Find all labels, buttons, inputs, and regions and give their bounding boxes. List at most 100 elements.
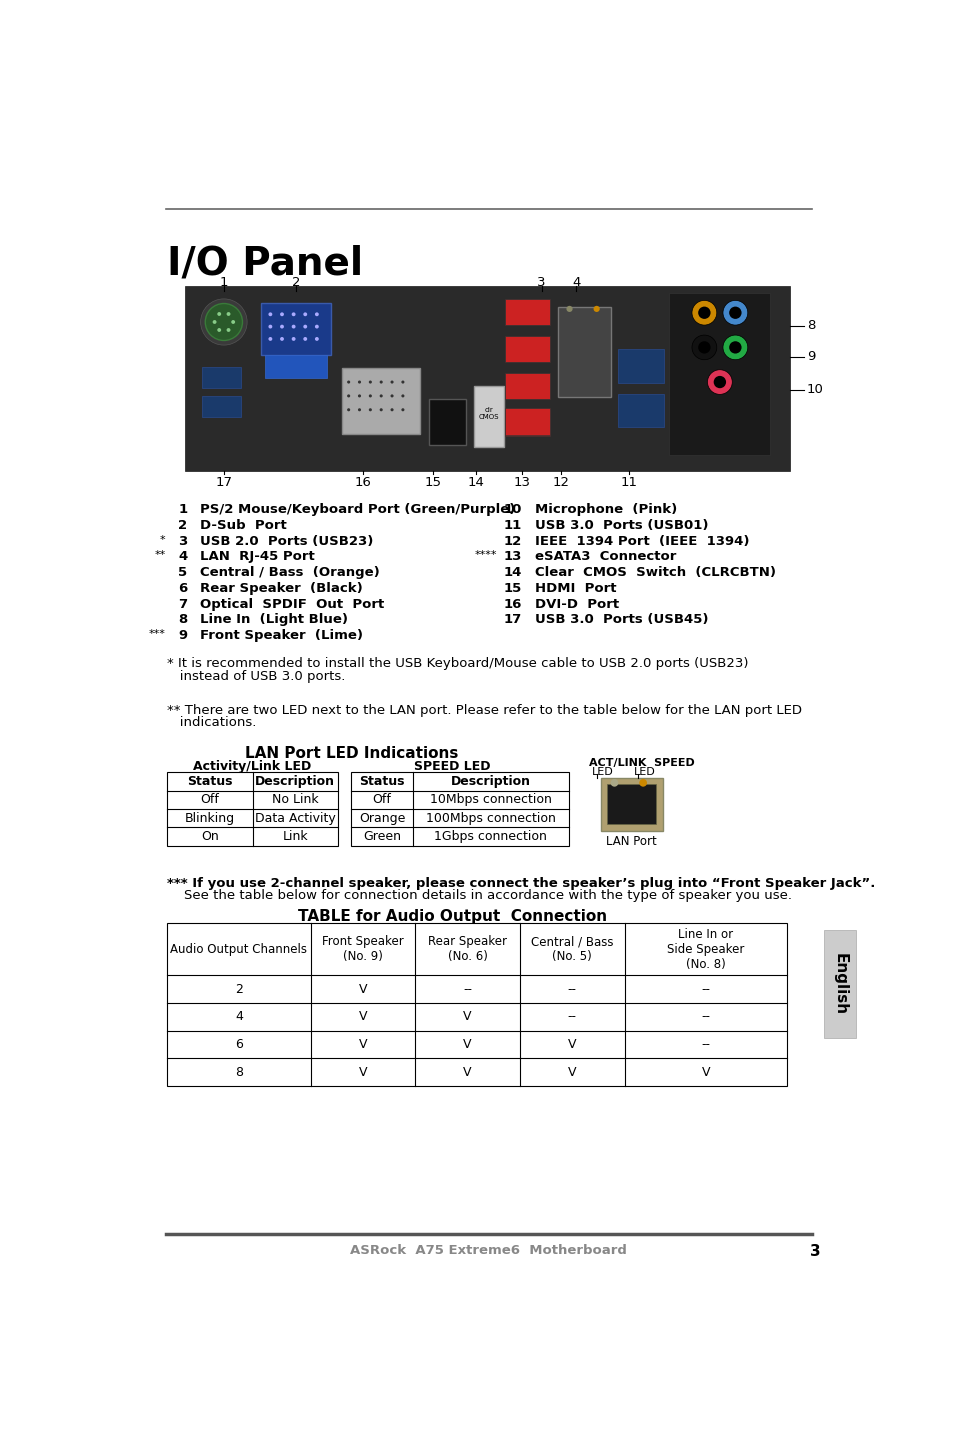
Circle shape bbox=[610, 779, 618, 786]
Circle shape bbox=[292, 312, 295, 316]
Bar bbox=[265, 355, 327, 378]
Text: 11: 11 bbox=[503, 518, 521, 531]
Circle shape bbox=[390, 381, 394, 384]
Text: --: -- bbox=[567, 1011, 577, 1024]
Text: Blinking: Blinking bbox=[185, 812, 234, 825]
Circle shape bbox=[379, 408, 382, 411]
Text: 12: 12 bbox=[552, 475, 569, 488]
Text: On: On bbox=[201, 831, 218, 843]
Bar bbox=[558, 306, 610, 398]
Text: ****: **** bbox=[475, 550, 497, 560]
Text: Off: Off bbox=[200, 793, 219, 806]
Text: Microphone  (Pink): Microphone (Pink) bbox=[534, 503, 677, 516]
Circle shape bbox=[314, 337, 318, 341]
Text: --: -- bbox=[700, 1038, 710, 1051]
Text: 14: 14 bbox=[467, 475, 484, 488]
Circle shape bbox=[205, 304, 242, 341]
Bar bbox=[505, 408, 550, 435]
Bar bbox=[185, 286, 789, 471]
Text: indications.: indications. bbox=[167, 716, 256, 729]
Text: 11: 11 bbox=[620, 475, 637, 488]
Text: --: -- bbox=[462, 982, 472, 995]
Text: 3: 3 bbox=[178, 534, 187, 547]
Text: 16: 16 bbox=[503, 597, 521, 610]
Circle shape bbox=[268, 325, 272, 328]
Text: ** There are two LED next to the LAN port. Please refer to the table below for t: ** There are two LED next to the LAN por… bbox=[167, 703, 801, 716]
Circle shape bbox=[357, 381, 360, 384]
Text: 6: 6 bbox=[234, 1038, 243, 1051]
Text: SPEED LED: SPEED LED bbox=[414, 760, 490, 773]
Circle shape bbox=[280, 337, 284, 341]
Text: 9: 9 bbox=[178, 629, 187, 642]
Bar bbox=[505, 372, 550, 400]
Text: Rear Speaker
(No. 6): Rear Speaker (No. 6) bbox=[428, 935, 507, 964]
Text: V: V bbox=[567, 1065, 576, 1078]
Circle shape bbox=[231, 321, 234, 324]
Text: V: V bbox=[358, 1065, 367, 1078]
Text: --: -- bbox=[700, 982, 710, 995]
Circle shape bbox=[200, 299, 247, 345]
Text: 6: 6 bbox=[178, 581, 187, 594]
Text: V: V bbox=[358, 982, 367, 995]
Circle shape bbox=[369, 381, 372, 384]
Circle shape bbox=[401, 408, 404, 411]
Circle shape bbox=[379, 381, 382, 384]
Text: * It is recommended to install the USB Keyboard/Mouse cable to USB 2.0 ports (US: * It is recommended to install the USB K… bbox=[167, 657, 748, 670]
Circle shape bbox=[566, 306, 572, 312]
Circle shape bbox=[357, 394, 360, 398]
Text: 10: 10 bbox=[806, 384, 822, 397]
Text: 4: 4 bbox=[178, 550, 187, 563]
Circle shape bbox=[369, 394, 372, 398]
Bar bbox=[351, 772, 568, 846]
Text: 4: 4 bbox=[572, 276, 580, 289]
Text: ASRock  A75 Extreme6  Motherboard: ASRock A75 Extreme6 Motherboard bbox=[350, 1243, 627, 1257]
Text: Clear  CMOS  Switch  (CLRCBTN): Clear CMOS Switch (CLRCBTN) bbox=[534, 566, 775, 579]
Circle shape bbox=[217, 328, 221, 332]
Text: English: English bbox=[832, 954, 846, 1015]
Text: Off: Off bbox=[373, 793, 391, 806]
Text: USB 2.0  Ports (USB23): USB 2.0 Ports (USB23) bbox=[199, 534, 373, 547]
Circle shape bbox=[369, 408, 372, 411]
Text: Link: Link bbox=[282, 831, 308, 843]
Text: ***: *** bbox=[149, 629, 166, 639]
Circle shape bbox=[379, 394, 382, 398]
Text: 13: 13 bbox=[514, 475, 530, 488]
Text: LAN Port LED Indications: LAN Port LED Indications bbox=[245, 746, 458, 760]
Text: D-Sub  Port: D-Sub Port bbox=[199, 518, 286, 531]
Text: Front Speaker  (Lime): Front Speaker (Lime) bbox=[199, 629, 362, 642]
Circle shape bbox=[722, 335, 747, 359]
Text: Data Activity: Data Activity bbox=[254, 812, 335, 825]
Text: 1: 1 bbox=[178, 503, 187, 516]
Text: *** If you use 2-channel speaker, please connect the speaker’s plug into “Front : *** If you use 2-channel speaker, please… bbox=[167, 876, 875, 889]
Text: *: * bbox=[160, 534, 166, 544]
Text: 14: 14 bbox=[503, 566, 521, 579]
Circle shape bbox=[280, 325, 284, 328]
Text: TABLE for Audio Output  Connection: TABLE for Audio Output Connection bbox=[297, 909, 606, 924]
Circle shape bbox=[728, 306, 740, 319]
Text: 17: 17 bbox=[503, 613, 521, 626]
Text: 17: 17 bbox=[215, 475, 233, 488]
Text: V: V bbox=[358, 1011, 367, 1024]
Bar bbox=[669, 294, 769, 455]
Text: HDMI  Port: HDMI Port bbox=[534, 581, 616, 594]
Circle shape bbox=[707, 369, 732, 394]
Text: Status: Status bbox=[359, 775, 404, 788]
Circle shape bbox=[268, 312, 272, 316]
Circle shape bbox=[691, 335, 716, 359]
Text: 2: 2 bbox=[178, 518, 187, 531]
Text: I/O Panel: I/O Panel bbox=[167, 245, 363, 284]
Circle shape bbox=[390, 408, 394, 411]
Bar bbox=[599, 778, 661, 831]
Text: V: V bbox=[567, 1038, 576, 1051]
Text: Status: Status bbox=[187, 775, 233, 788]
Circle shape bbox=[303, 312, 307, 316]
Text: See the table below for connection details in accordance with the type of speake: See the table below for connection detai… bbox=[167, 889, 792, 902]
Text: Description: Description bbox=[451, 775, 530, 788]
Text: LED: LED bbox=[633, 768, 655, 778]
Circle shape bbox=[213, 321, 216, 324]
Circle shape bbox=[303, 337, 307, 341]
Text: --: -- bbox=[700, 1011, 710, 1024]
Text: Front Speaker
(No. 9): Front Speaker (No. 9) bbox=[322, 935, 403, 964]
Text: 1: 1 bbox=[219, 276, 228, 289]
Bar bbox=[429, 400, 466, 445]
